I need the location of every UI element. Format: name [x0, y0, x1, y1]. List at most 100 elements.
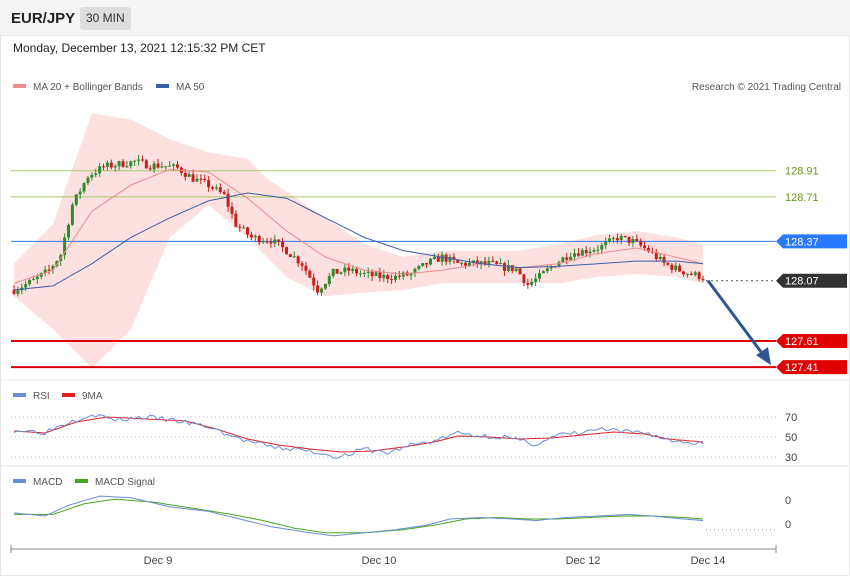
candle-body — [483, 261, 487, 264]
candle-body — [187, 174, 191, 177]
candle-body — [35, 276, 39, 280]
candle-body — [592, 250, 596, 252]
candle-body — [230, 206, 234, 214]
candle-body — [467, 262, 471, 266]
legend-label-ma50: MA 50 — [176, 82, 205, 93]
x-tick-dec-14: Dec 14 — [691, 555, 726, 567]
level-tag-127.61 — [776, 333, 847, 348]
candle-body — [82, 183, 86, 192]
candle-body — [242, 227, 246, 229]
legend-label-9ma: 9MA — [82, 391, 103, 402]
candle-body — [129, 161, 133, 167]
candle-body — [269, 241, 273, 244]
candle-body — [316, 285, 320, 293]
candle-body — [292, 256, 296, 258]
candle-body — [16, 290, 20, 294]
candle-body — [549, 266, 553, 269]
candle-body — [440, 254, 444, 262]
candle-body — [666, 262, 670, 265]
candle-body — [164, 166, 168, 168]
candle-body — [86, 177, 90, 184]
candle-body — [538, 273, 542, 279]
candle-body — [553, 266, 557, 268]
candle-body — [432, 256, 436, 259]
candle-body — [273, 239, 277, 244]
candle-body — [137, 159, 141, 161]
candle-body — [246, 227, 250, 235]
candle-body — [300, 263, 304, 266]
candle-body — [320, 288, 324, 293]
legend-swatch-ma20-bb — [13, 84, 26, 88]
candle-body — [203, 178, 207, 180]
candle-body — [643, 245, 647, 249]
candle-body — [355, 268, 359, 274]
x-tick-dec-9: Dec 9 — [144, 555, 173, 567]
candle-body — [249, 234, 253, 238]
macd-line — [13, 495, 704, 537]
candle-body — [693, 272, 697, 275]
candle-body — [627, 236, 631, 243]
rsi-line — [13, 414, 704, 459]
candle-body — [701, 278, 705, 280]
candle-body — [569, 256, 573, 260]
candle-body — [304, 265, 308, 271]
candle-body — [168, 165, 172, 167]
timeframe-badge[interactable]: 30 MIN — [80, 7, 131, 30]
x-tick-dec-10: Dec 10 — [362, 555, 397, 567]
candle-body — [658, 256, 662, 260]
candle-body — [580, 250, 584, 256]
candle-body — [277, 239, 281, 242]
candle-body — [125, 166, 129, 168]
candle-body — [281, 241, 285, 248]
candle-body — [214, 187, 218, 189]
candle-body — [413, 269, 417, 274]
candle-body — [358, 273, 362, 275]
candle-body — [662, 256, 666, 263]
level-label-128.37: 128.37 — [785, 236, 819, 248]
candle-body — [234, 213, 238, 227]
bollinger-band-area — [14, 113, 703, 369]
candle-body — [639, 240, 643, 246]
candle-body — [78, 191, 82, 195]
candle-body — [382, 274, 386, 279]
candle-body — [541, 271, 545, 274]
candle-body — [464, 262, 468, 266]
instrument-title: EUR/JPY — [11, 10, 76, 27]
x-tick-dec-12: Dec 12 — [566, 555, 601, 567]
rsi-tick-70: 70 — [785, 412, 797, 424]
header-bar: EUR/JPY 30 MIN — [0, 0, 850, 36]
candle-body — [588, 251, 592, 254]
candle-body — [393, 275, 397, 280]
candle-body — [561, 257, 565, 263]
candles-group — [12, 154, 705, 297]
candle-body — [362, 272, 366, 274]
candle-body — [378, 272, 382, 279]
candle-body — [31, 279, 35, 281]
candle-body — [491, 260, 495, 262]
candle-body — [475, 260, 479, 265]
candle-body — [619, 235, 623, 241]
candle-body — [51, 266, 55, 270]
candle-body — [133, 160, 137, 162]
candle-body — [654, 252, 658, 260]
candle-body — [175, 164, 179, 168]
legend-swatch-9ma — [62, 393, 75, 397]
candle-body — [238, 226, 242, 228]
legend-swatch-macd-signal — [75, 479, 88, 483]
candle-body — [28, 280, 32, 285]
forecast-arrow-head — [756, 347, 771, 366]
candle-body — [265, 241, 269, 243]
forecast-arrow-shaft — [706, 279, 767, 359]
candle-body — [409, 273, 413, 276]
candle-body — [74, 194, 78, 205]
candle-body — [386, 274, 390, 280]
candle-body — [678, 265, 682, 272]
candle-body — [98, 166, 102, 174]
candle-body — [339, 272, 343, 274]
rsi-tick-50: 50 — [785, 432, 797, 444]
candle-body — [425, 263, 429, 265]
level-label-128.71: 128.71 — [785, 192, 819, 204]
timestamp-label: Monday, December 13, 2021 12:15:32 PM CE… — [13, 41, 266, 55]
candle-body — [697, 272, 701, 279]
